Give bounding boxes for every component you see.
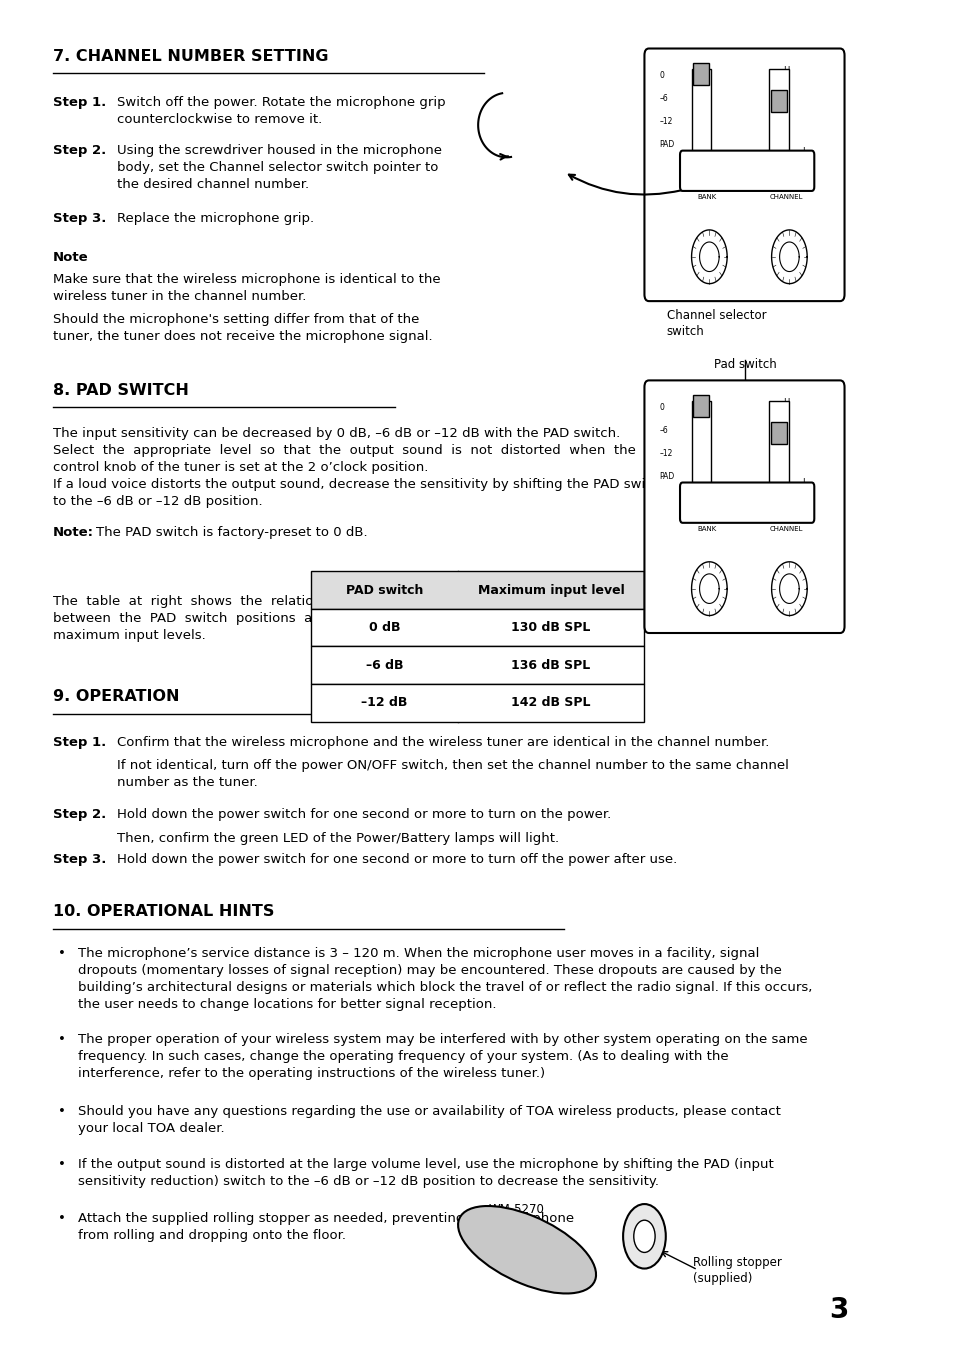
Text: –6 dB: –6 dB — [365, 658, 403, 672]
Text: 8. PAD SWITCH: 8. PAD SWITCH — [53, 383, 189, 397]
Text: Note: Note — [53, 251, 89, 265]
Bar — [770, 91, 786, 112]
Text: The proper operation of your wireless system may be interfered with by other sys: The proper operation of your wireless sy… — [78, 1033, 807, 1080]
Bar — [691, 400, 710, 484]
Text: WM-5270: WM-5270 — [488, 1203, 544, 1215]
Text: 10. OPERATIONAL HINTS: 10. OPERATIONAL HINTS — [53, 904, 274, 919]
Text: Hold down the power switch for one second or more to turn off the power after us: Hold down the power switch for one secon… — [117, 853, 677, 867]
Bar — [311, 684, 644, 722]
Text: Pad switch: Pad switch — [713, 357, 776, 370]
Text: 3: 3 — [829, 1295, 848, 1324]
Text: Step 3.: Step 3. — [53, 853, 107, 867]
Text: –12: –12 — [659, 449, 672, 458]
Text: The PAD switch is factory-preset to 0 dB.: The PAD switch is factory-preset to 0 dB… — [95, 526, 367, 538]
Text: If the output sound is distorted at the large volume level, use the microphone b: If the output sound is distorted at the … — [78, 1159, 773, 1188]
Text: •: • — [57, 1105, 66, 1118]
Text: Make sure that the wireless microphone is identical to the
wireless tuner in the: Make sure that the wireless microphone i… — [53, 273, 440, 303]
Text: H: H — [782, 397, 789, 407]
Text: Then, confirm the green LED of the Power/Battery lamps will light.: Then, confirm the green LED of the Power… — [117, 831, 558, 845]
Text: –12 dB: –12 dB — [361, 696, 407, 710]
Text: •: • — [57, 1033, 66, 1046]
Text: Step 2.: Step 2. — [53, 807, 106, 821]
Text: 0 dB: 0 dB — [368, 621, 399, 634]
Text: CHANNEL: CHANNEL — [769, 193, 802, 200]
Bar — [693, 395, 709, 416]
FancyBboxPatch shape — [644, 380, 843, 633]
Text: Hold down the power switch for one second or more to turn on the power.: Hold down the power switch for one secon… — [117, 807, 611, 821]
Text: Step 3.: Step 3. — [53, 212, 107, 226]
Text: •: • — [57, 1213, 66, 1225]
Bar — [768, 69, 788, 151]
Bar — [693, 64, 709, 85]
Text: Replace the microphone grip.: Replace the microphone grip. — [117, 212, 314, 226]
Text: If not identical, turn off the power ON/OFF switch, then set the channel number : If not identical, turn off the power ON/… — [117, 760, 788, 790]
Bar — [691, 69, 710, 151]
Text: PAD: PAD — [659, 139, 674, 149]
FancyBboxPatch shape — [679, 150, 814, 191]
Text: –6: –6 — [659, 426, 668, 435]
Text: The microphone’s service distance is 3 – 120 m. When the microphone user moves i: The microphone’s service distance is 3 –… — [78, 948, 812, 1011]
Circle shape — [633, 1221, 655, 1252]
Ellipse shape — [457, 1206, 596, 1294]
Text: Rolling stopper
(supplied): Rolling stopper (supplied) — [693, 1256, 781, 1286]
Text: H: H — [782, 66, 789, 74]
Text: BANK: BANK — [697, 526, 716, 531]
Bar — [311, 608, 644, 646]
Circle shape — [622, 1205, 665, 1268]
Text: Attach the supplied rolling stopper as needed, preventing the microphone
from ro: Attach the supplied rolling stopper as n… — [78, 1213, 574, 1242]
Text: Step 2.: Step 2. — [53, 143, 106, 157]
FancyBboxPatch shape — [679, 483, 814, 523]
Text: 130 dB SPL: 130 dB SPL — [511, 621, 590, 634]
Text: Maximum input level: Maximum input level — [477, 584, 624, 596]
Text: BANK: BANK — [697, 193, 716, 200]
Text: 7. CHANNEL NUMBER SETTING: 7. CHANNEL NUMBER SETTING — [53, 49, 328, 64]
Text: •: • — [57, 1159, 66, 1171]
Text: 136 dB SPL: 136 dB SPL — [511, 658, 590, 672]
Text: Confirm that the wireless microphone and the wireless tuner are identical in the: Confirm that the wireless microphone and… — [117, 737, 769, 749]
Text: I/O: I/O — [736, 165, 756, 177]
Text: –6: –6 — [659, 95, 668, 103]
Text: The input sensitivity can be decreased by 0 dB, –6 dB or –12 dB with the PAD swi: The input sensitivity can be decreased b… — [53, 427, 693, 508]
Text: –12: –12 — [659, 118, 672, 126]
Text: •: • — [57, 948, 66, 960]
Text: Should you have any questions regarding the use or availability of TOA wireless : Should you have any questions regarding … — [78, 1105, 781, 1134]
Bar — [311, 646, 644, 684]
FancyBboxPatch shape — [644, 49, 843, 301]
Text: Note:: Note: — [53, 526, 94, 538]
Text: L: L — [801, 479, 806, 488]
Text: L: L — [801, 146, 806, 155]
Text: Should the microphone's setting differ from that of the
tuner, the tuner does no: Should the microphone's setting differ f… — [53, 314, 433, 343]
Text: The  table  at  right  shows  the  relationship
between  the  PAD  switch  posit: The table at right shows the relationshi… — [53, 595, 359, 642]
Bar — [770, 422, 786, 443]
Text: 142 dB SPL: 142 dB SPL — [511, 696, 590, 710]
Text: PAD switch: PAD switch — [345, 584, 422, 596]
Text: Channel selector
switch: Channel selector switch — [666, 310, 765, 338]
Text: Using the screwdriver housed in the microphone
body, set the Channel selector sw: Using the screwdriver housed in the micr… — [117, 143, 441, 191]
Text: CHANNEL: CHANNEL — [769, 526, 802, 531]
Text: Switch off the power. Rotate the microphone grip
counterclockwise to remove it.: Switch off the power. Rotate the microph… — [117, 96, 445, 126]
Text: Step 1.: Step 1. — [53, 737, 106, 749]
Bar — [311, 571, 644, 608]
Text: 9. OPERATION: 9. OPERATION — [53, 690, 179, 704]
Bar — [768, 400, 788, 484]
Text: Step 1.: Step 1. — [53, 96, 106, 108]
Text: PAD: PAD — [659, 472, 674, 481]
Text: 0: 0 — [659, 72, 663, 80]
Text: 0: 0 — [659, 403, 663, 412]
Text: I/O: I/O — [736, 496, 756, 510]
